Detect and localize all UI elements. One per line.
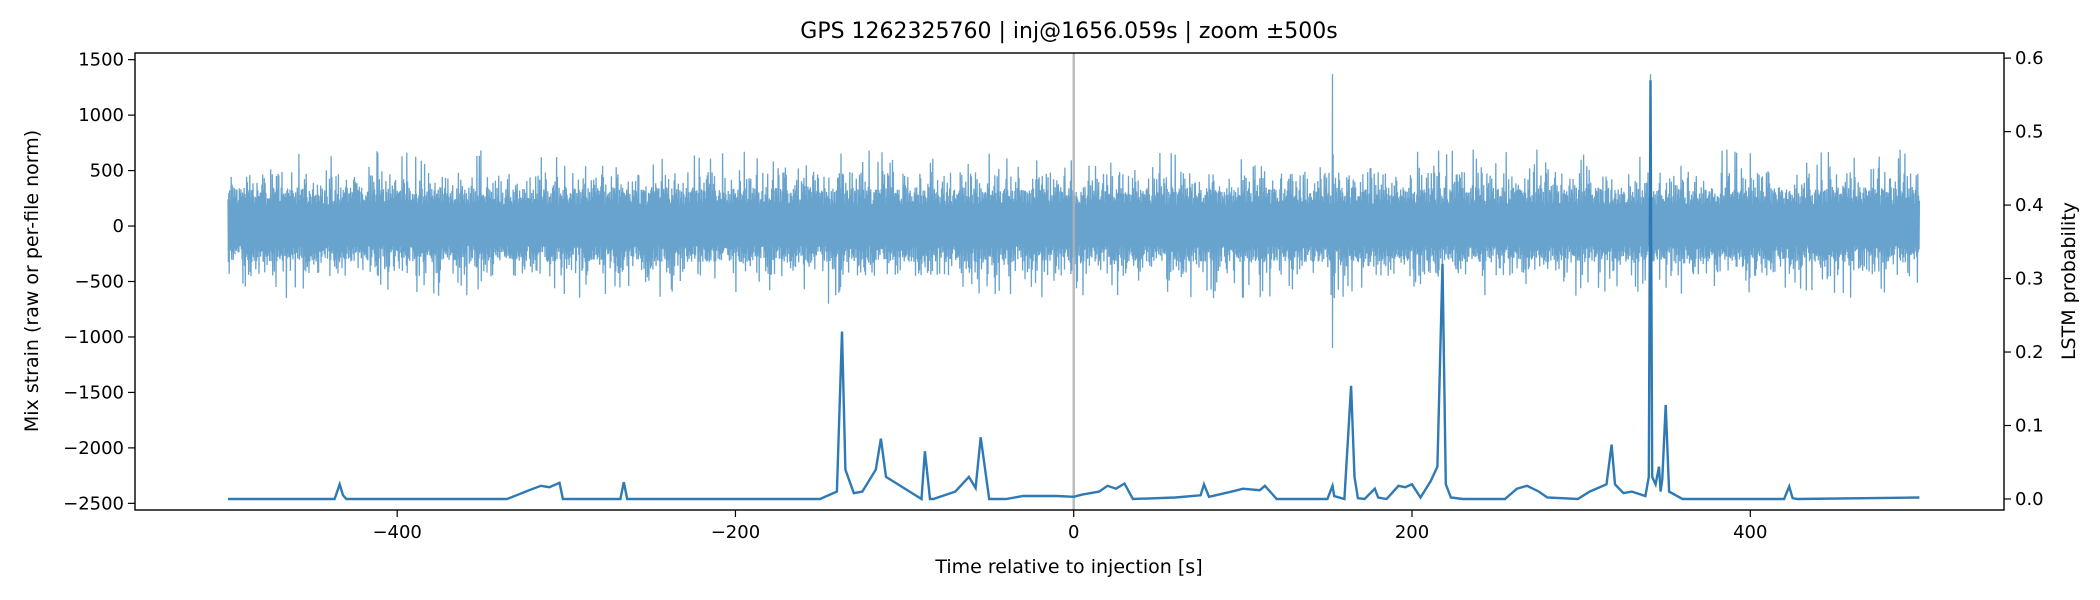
y-axis-left: 1500 1000 500 0 −500 −1000 −1500 −2000 −2500 <box>63 50 135 514</box>
y-left-tick-label: −2500 <box>63 493 124 514</box>
y-right-tick-label: 0.4 <box>2015 195 2044 216</box>
y-left-tick-label: 0 <box>113 216 124 237</box>
y-left-tick-label: −500 <box>75 272 124 293</box>
plot-area <box>227 53 1921 510</box>
y-right-tick-label: 0.2 <box>2015 342 2044 363</box>
y-axis-right-label: LSTM probability <box>2058 202 2080 360</box>
y-axis-left-label: Mix strain (raw or per-file norm) <box>21 130 43 432</box>
y-left-tick-label: −1000 <box>63 327 124 348</box>
x-tick-label: 200 <box>1395 522 1429 543</box>
y-left-tick-label: 1000 <box>78 105 124 126</box>
y-left-tick-label: −2000 <box>63 438 124 459</box>
x-tick-label: 400 <box>1733 522 1767 543</box>
y-left-tick-label: 500 <box>90 161 124 182</box>
x-tick-label: −200 <box>711 522 760 543</box>
chart-title: GPS 1262325760 | inj@1656.059s | zoom ±5… <box>800 19 1337 44</box>
y-axis-right: 0.6 0.5 0.4 0.3 0.2 0.1 0.0 <box>2004 48 2044 510</box>
y-left-tick-label: 1500 <box>78 50 124 71</box>
y-left-tick-label: −1500 <box>63 382 124 403</box>
y-right-tick-label: 0.3 <box>2015 269 2044 290</box>
y-right-tick-label: 0.5 <box>2015 122 2044 143</box>
x-tick-label: −400 <box>372 522 421 543</box>
x-tick-label: 0 <box>1068 522 1079 543</box>
y-right-tick-label: 0.0 <box>2015 489 2044 510</box>
y-right-tick-label: 0.1 <box>2015 416 2044 437</box>
plot-frame <box>134 52 2005 511</box>
y-right-tick-label: 0.6 <box>2015 48 2044 69</box>
probability-series <box>228 80 1920 502</box>
x-axis: −400 −200 0 200 400 <box>372 510 1767 543</box>
x-axis-label: Time relative to injection [s] <box>934 556 1202 578</box>
probability-line <box>228 80 1920 502</box>
